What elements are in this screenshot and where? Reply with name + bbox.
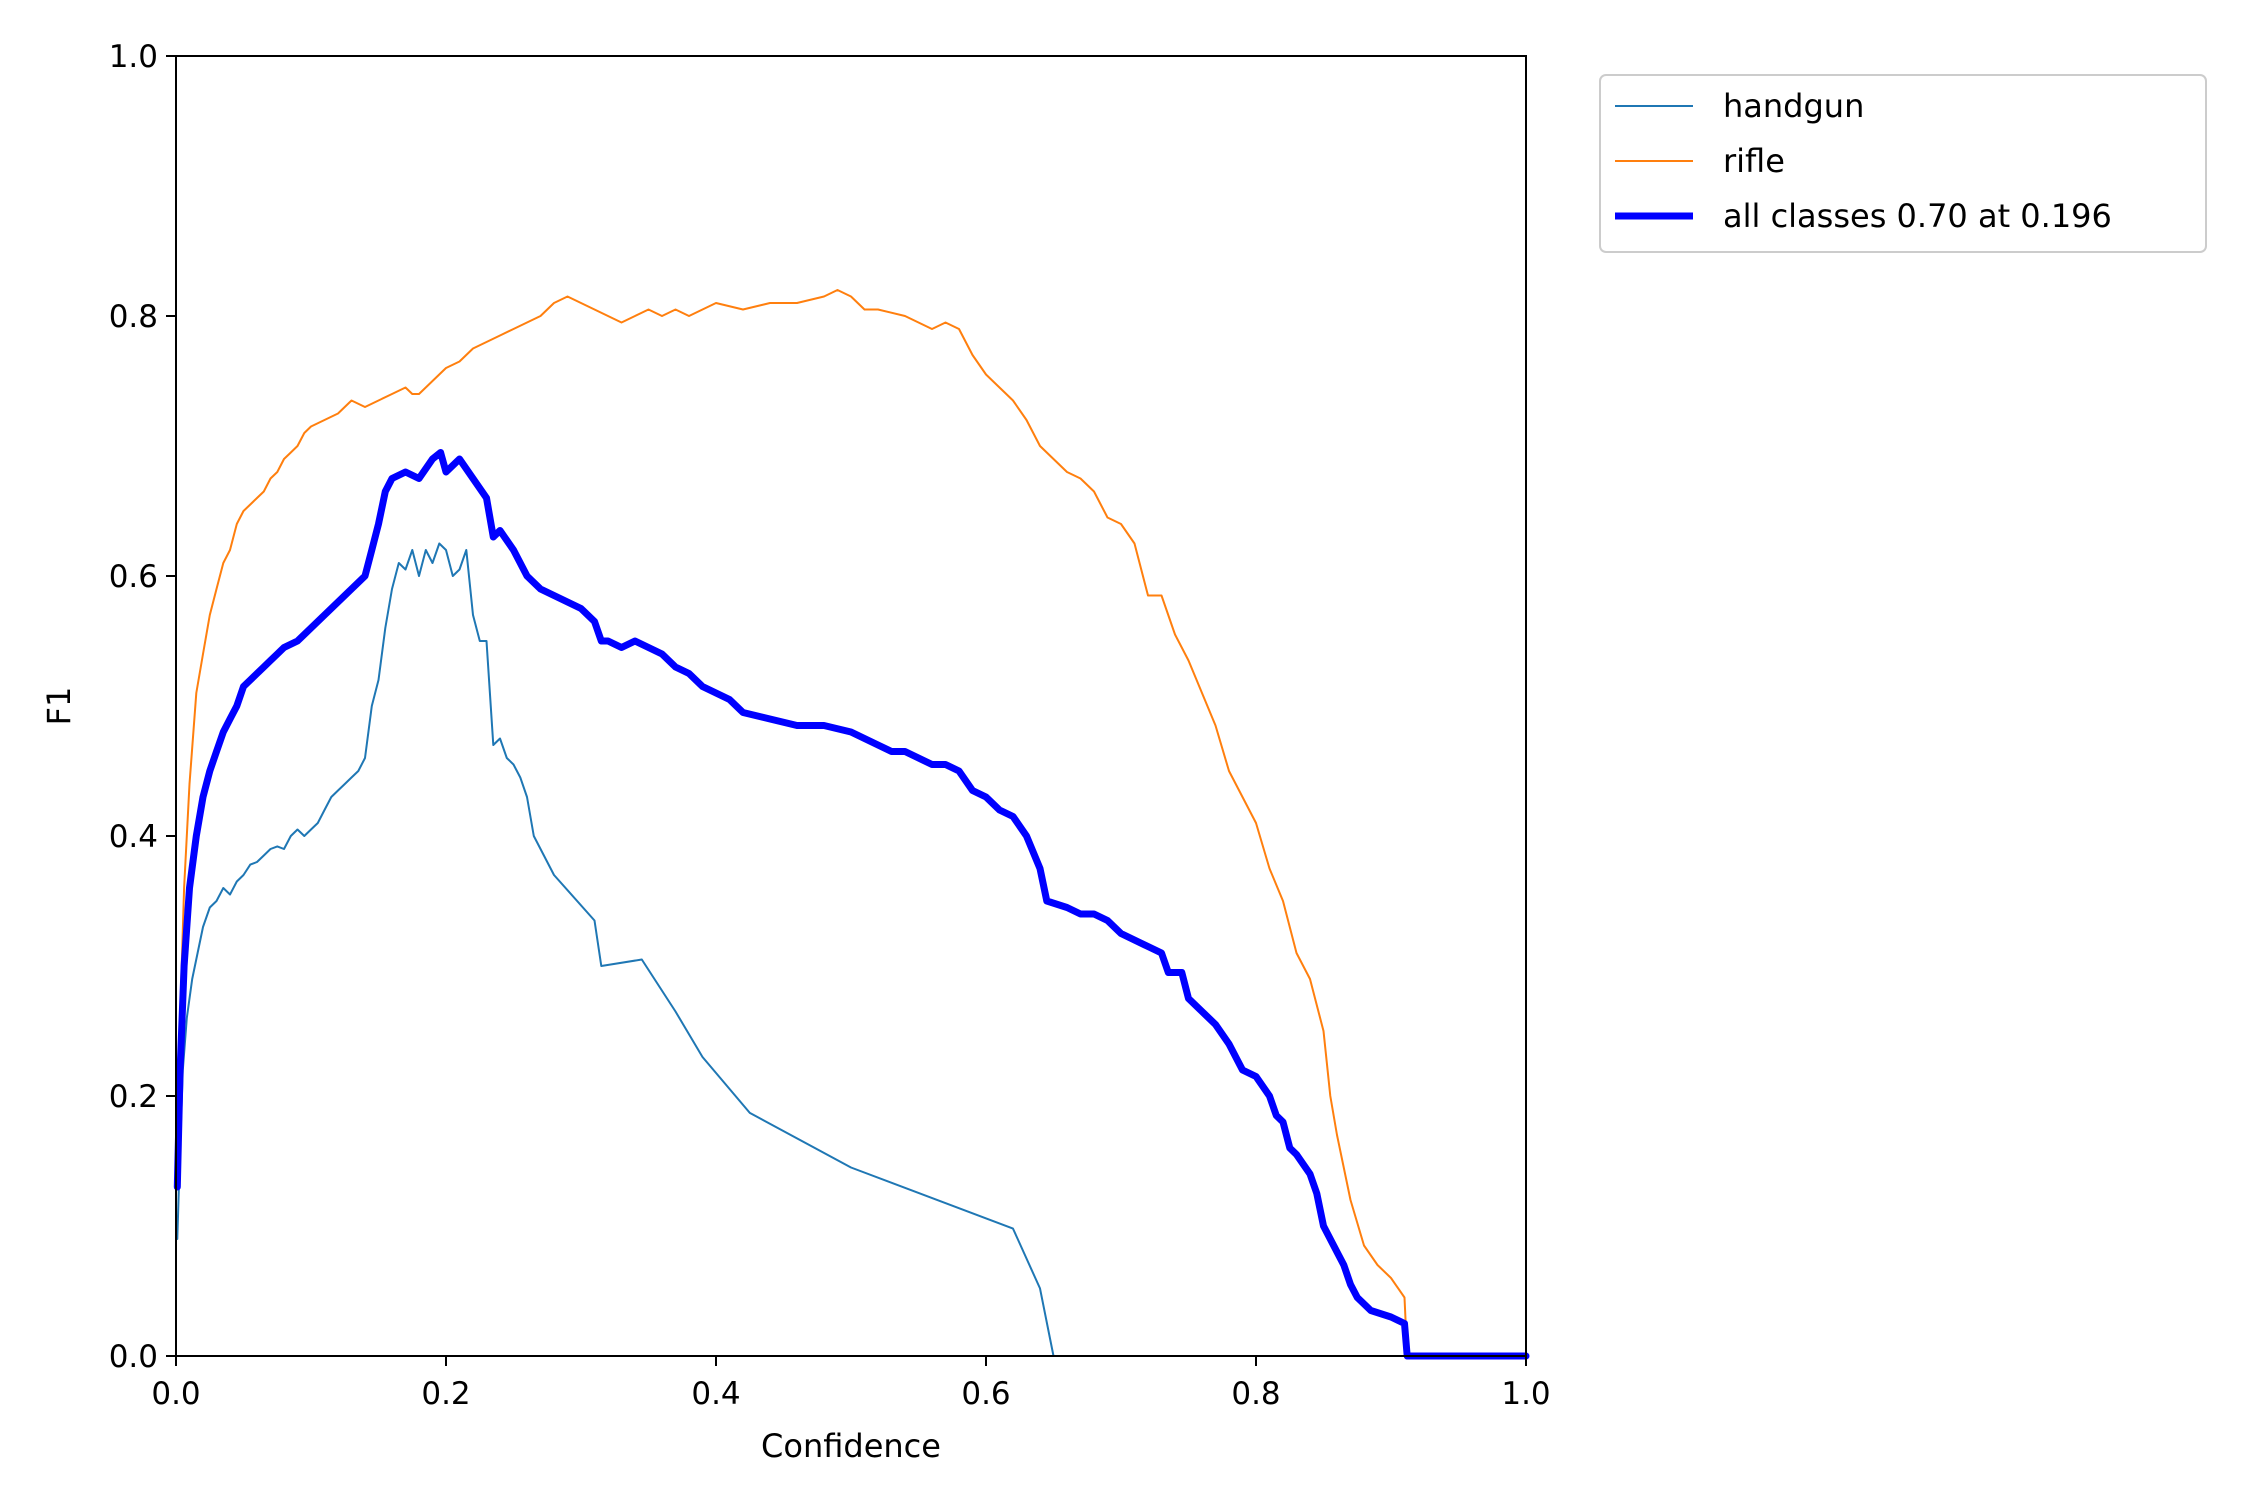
legend-box	[1599, 74, 2207, 253]
legend-label-2: all classes 0.70 at 0.196	[1723, 197, 2112, 235]
series-line-1	[176, 289, 1527, 1357]
series-line-2	[173, 449, 1530, 1360]
x-axis-title: Confidence	[761, 1427, 941, 1465]
legend-label-0: handgun	[1723, 87, 1864, 125]
y-axis-title: F1	[40, 687, 78, 726]
series-line-0	[176, 542, 1527, 1357]
y-tick-label: 1.0	[109, 39, 158, 75]
x-tick-label: 0.0	[151, 1376, 200, 1412]
x-tick-label: 0.8	[1231, 1376, 1280, 1412]
x-tick-label: 0.2	[421, 1376, 470, 1412]
legend: handgun rifle all classes 0.70 at 0.196	[1599, 74, 2207, 253]
y-tick-label: 0.6	[109, 559, 158, 595]
y-tick-label: 0.2	[109, 1079, 158, 1115]
y-tick-label: 0.8	[109, 299, 158, 335]
y-tick-label: 0.0	[109, 1339, 158, 1375]
plot-frame	[175, 55, 1527, 1357]
ticks-layer: 0.0 0.2 0.4 0.6 0.8 1.0 0.0 0.2 0.4 0.6 0.8 1.0	[109, 39, 1551, 1412]
series-layer	[173, 289, 1530, 1360]
legend-label-1: rifle	[1723, 142, 1785, 180]
x-tick-label: 1.0	[1501, 1376, 1550, 1412]
x-tick-label: 0.4	[691, 1376, 740, 1412]
x-tick-label: 0.6	[961, 1376, 1010, 1412]
y-tick-label: 0.4	[109, 819, 158, 855]
